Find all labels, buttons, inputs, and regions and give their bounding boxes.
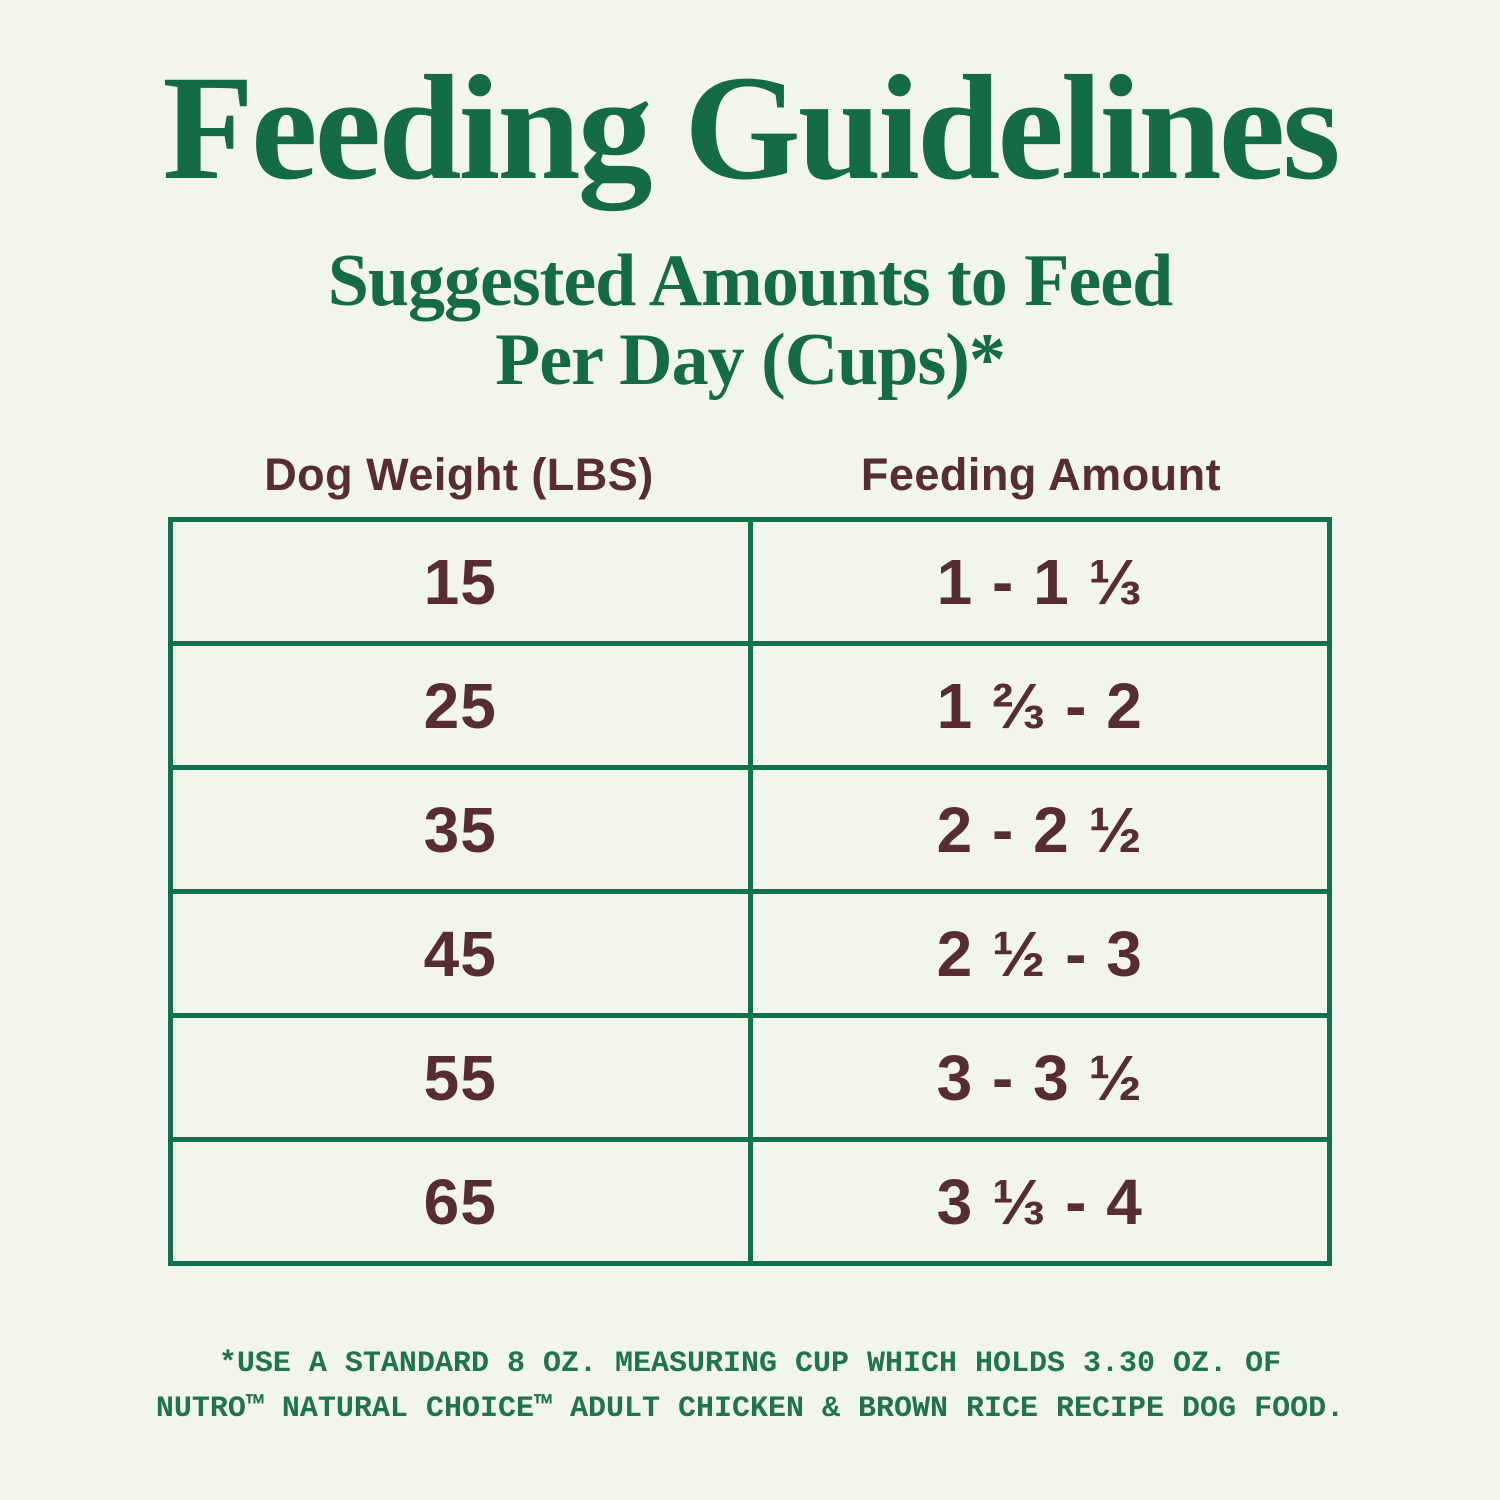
- table-row: 55 3 - 3 ½: [168, 1013, 1332, 1143]
- footnote-line-1: *USE A STANDARD 8 OZ. MEASURING CUP WHIC…: [218, 1347, 1282, 1382]
- dog-weight-cell: 15: [168, 517, 753, 647]
- table-row: 45 2 ½ - 3: [168, 889, 1332, 1019]
- feeding-amount-cell: 1 - 1 ⅓: [747, 517, 1332, 647]
- dog-weight-cell: 45: [168, 889, 753, 1019]
- table-row: 65 3 ⅓ - 4: [168, 1137, 1332, 1267]
- feeding-amount-cell: 3 - 3 ½: [747, 1013, 1332, 1143]
- dog-weight-cell: 65: [168, 1137, 753, 1267]
- table-row: 15 1 - 1 ⅓: [168, 517, 1332, 647]
- page-subtitle: Suggested Amounts to Feed Per Day (Cups)*: [0, 239, 1500, 402]
- table-row: 25 1 ⅔ - 2: [168, 641, 1332, 771]
- feeding-amount-cell: 2 ½ - 3: [747, 889, 1332, 1019]
- page-title: Feeding Guidelines: [162, 45, 1340, 211]
- feeding-amount-cell: 1 ⅔ - 2: [747, 641, 1332, 771]
- col-header-dog-weight: Dog Weight (LBS): [264, 449, 654, 501]
- subtitle-line-1: Suggested Amounts to Feed: [327, 239, 1174, 322]
- dog-weight-cell: 55: [168, 1013, 753, 1143]
- table-column-headers: Dog Weight (LBS) Feeding Amount: [168, 449, 1332, 501]
- footnote: *USE A STANDARD 8 OZ. MEASURING CUP WHIC…: [70, 1342, 1430, 1432]
- subtitle-line-2: Per Day (Cups)*: [495, 319, 1006, 402]
- col-header-feeding-amount: Feeding Amount: [860, 449, 1222, 501]
- dog-weight-cell: 25: [168, 641, 753, 771]
- footnote-line-2: NUTRO™ NATURAL CHOICE™ ADULT CHICKEN & B…: [155, 1392, 1345, 1427]
- table-row: 35 2 - 2 ½: [168, 765, 1332, 895]
- dog-weight-cell: 35: [168, 765, 753, 895]
- feeding-table-section: Dog Weight (LBS) Feeding Amount 15 1 - 1…: [168, 449, 1332, 1267]
- feeding-table: 15 1 - 1 ⅓ 25 1 ⅔ - 2 35 2 - 2 ½ 45 2 ½ …: [168, 517, 1332, 1267]
- feeding-amount-cell: 2 - 2 ½: [747, 765, 1332, 895]
- feeding-amount-cell: 3 ⅓ - 4: [747, 1137, 1332, 1267]
